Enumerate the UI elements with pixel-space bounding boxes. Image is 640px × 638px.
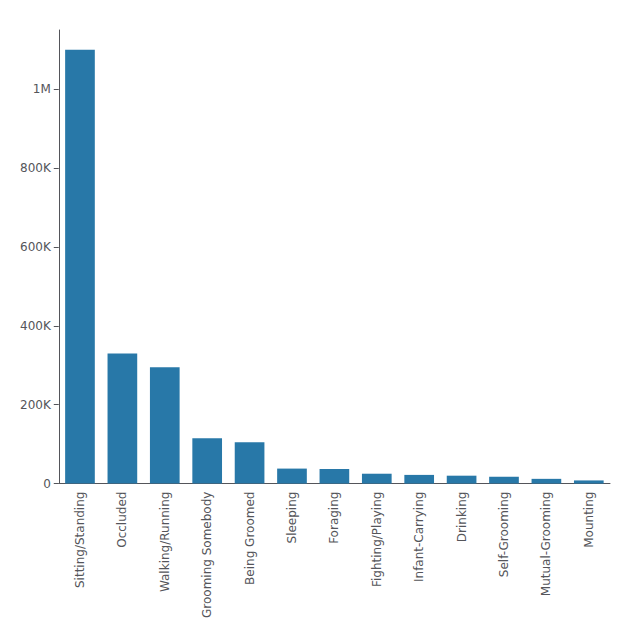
svg-text:Drinking: Drinking bbox=[455, 492, 469, 543]
svg-text:200K: 200K bbox=[20, 398, 52, 412]
svg-text:Fighting/Playing: Fighting/Playing bbox=[370, 492, 384, 587]
svg-text:0: 0 bbox=[43, 477, 51, 491]
svg-text:Foraging: Foraging bbox=[327, 492, 341, 544]
svg-text:Mutual-Grooming: Mutual-Grooming bbox=[539, 492, 553, 597]
svg-text:Infant-Carrying: Infant-Carrying bbox=[412, 492, 426, 582]
svg-text:1M: 1M bbox=[33, 82, 51, 96]
svg-text:Walking/Running: Walking/Running bbox=[158, 492, 172, 593]
svg-text:Self-Grooming: Self-Grooming bbox=[497, 492, 511, 578]
svg-text:Grooming Somebody: Grooming Somebody bbox=[200, 492, 214, 618]
svg-text:Sitting/Standing: Sitting/Standing bbox=[73, 492, 87, 588]
svg-text:800K: 800K bbox=[20, 161, 52, 175]
svg-text:Mounting: Mounting bbox=[582, 492, 596, 548]
svg-text:Sleeping: Sleeping bbox=[285, 492, 299, 544]
svg-text:400K: 400K bbox=[20, 319, 52, 333]
svg-text:Occluded: Occluded bbox=[115, 492, 129, 548]
svg-text:600K: 600K bbox=[20, 240, 52, 254]
svg-text:Being Groomed: Being Groomed bbox=[243, 492, 257, 585]
